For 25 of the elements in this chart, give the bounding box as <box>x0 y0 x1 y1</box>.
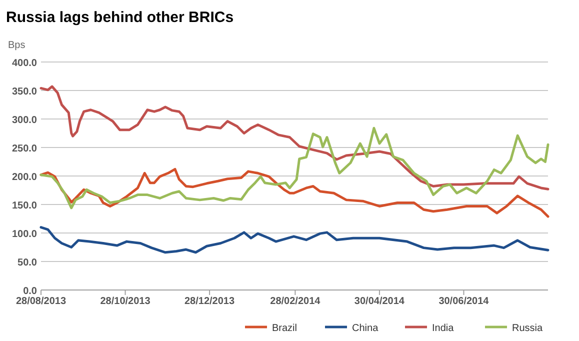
chart-title: Russia lags behind other BRICs <box>6 9 234 26</box>
line-series <box>40 85 550 190</box>
legend-label: Brazil <box>272 323 298 334</box>
x-tick-label: 28/02/2014 <box>270 296 321 307</box>
legend-label: China <box>352 323 379 334</box>
x-tick-label: 28/08/2013 <box>16 296 66 307</box>
y-tick-label: 300.0 <box>12 115 38 126</box>
x-tick-label: 28/12/2013 <box>184 296 235 307</box>
y-tick-label: 250.0 <box>12 144 38 154</box>
x-tick-label: 28/10/2013 <box>100 296 151 307</box>
line-series <box>40 126 550 210</box>
x-tick-label: 30/04/2014 <box>354 296 405 307</box>
y-tick-label: 150.0 <box>12 200 38 212</box>
y-tick-label: 100.0 <box>12 229 38 240</box>
y-tick-label: 400.0 <box>12 58 38 69</box>
y-tick-label: 50.0 <box>18 258 38 268</box>
y-tick-label: 0.0 <box>23 286 38 297</box>
legend-label: Russia <box>512 323 544 334</box>
line-series <box>40 226 550 254</box>
legend-label: India <box>432 323 454 334</box>
line-series <box>40 168 550 218</box>
y-tick-label: 200.0 <box>12 172 38 183</box>
y-tick-label: 350.0 <box>12 86 38 98</box>
y-axis-title: Bps <box>8 40 26 51</box>
x-tick-label: 30/06/2014 <box>438 296 490 307</box>
